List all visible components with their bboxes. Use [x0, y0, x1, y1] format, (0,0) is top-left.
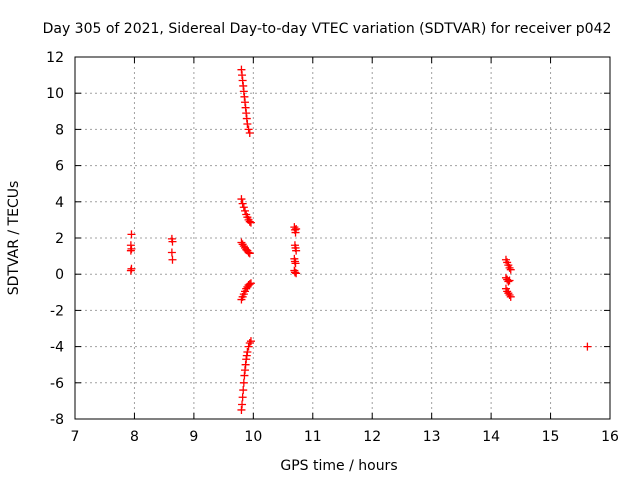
x-tick-label: 12: [363, 429, 381, 445]
y-tick-label: 8: [55, 122, 64, 138]
data-point: [244, 342, 253, 351]
data-point: [245, 217, 254, 226]
data-points: [126, 65, 592, 414]
y-tick-label: 0: [55, 267, 64, 283]
data-point: [244, 248, 253, 257]
data-point: [238, 393, 247, 402]
x-tick-label: 16: [601, 429, 619, 445]
data-point: [245, 129, 254, 138]
y-tick-label: 12: [46, 50, 64, 66]
data-point: [243, 119, 252, 128]
data-point: [290, 268, 299, 277]
y-tick-label: -4: [50, 340, 64, 356]
y-tick-label: -6: [50, 376, 64, 392]
data-point: [505, 276, 514, 285]
data-point: [245, 280, 254, 289]
data-point: [292, 246, 301, 255]
data-point: [238, 199, 247, 208]
data-point: [168, 255, 177, 264]
x-tick-label: 10: [244, 429, 262, 445]
data-point: [126, 266, 135, 275]
data-point: [245, 338, 254, 347]
data-point: [292, 269, 301, 278]
data-point: [241, 206, 250, 215]
data-point: [127, 230, 136, 239]
data-point: [168, 237, 177, 246]
y-tick-label: 2: [55, 231, 64, 247]
data-point: [504, 277, 513, 286]
grid-lines: [75, 57, 610, 419]
y-tick-label: -8: [50, 412, 64, 428]
data-point: [246, 279, 255, 288]
data-point: [505, 263, 514, 272]
chart-title: Day 305 of 2021, Sidereal Day-to-day VTE…: [43, 21, 612, 37]
data-point: [239, 203, 248, 212]
data-point: [583, 342, 592, 351]
data-point: [505, 291, 514, 300]
data-point: [245, 249, 254, 258]
data-point: [243, 348, 252, 357]
y-tick-label: 10: [46, 86, 64, 102]
x-axis-label: GPS time / hours: [280, 458, 397, 474]
data-point: [506, 292, 515, 301]
data-point: [246, 337, 255, 346]
data-point: [239, 386, 248, 395]
data-point: [126, 246, 135, 255]
data-point: [167, 248, 176, 257]
data-point: [291, 259, 300, 268]
y-tick-label: 4: [55, 195, 64, 211]
x-tick-label: 11: [304, 429, 322, 445]
data-point: [506, 265, 515, 274]
data-point: [239, 378, 248, 387]
plot-frame: [74, 56, 611, 420]
y-tick-label: -2: [50, 303, 64, 319]
x-tick-label: 9: [189, 429, 198, 445]
data-point: [237, 195, 246, 204]
data-point: [244, 125, 253, 134]
x-tick-label: 13: [423, 429, 441, 445]
data-point: [292, 224, 301, 233]
x-tick-label: 15: [542, 429, 560, 445]
y-axis-label: SDTVAR / TECUs: [6, 181, 22, 296]
x-tick-labels: 7 8 9 10 11 12 13 14 15 16: [71, 429, 619, 445]
x-tick-label: 8: [130, 429, 139, 445]
x-tick-label: 7: [71, 429, 80, 445]
y-tick-label: 6: [55, 159, 64, 175]
y-tick-labels: -8 -6 -4 -2 0 2 4 6 8 10 12: [46, 50, 64, 428]
data-point: [238, 400, 247, 409]
x-tick-label: 14: [482, 429, 500, 445]
data-point: [246, 218, 255, 227]
